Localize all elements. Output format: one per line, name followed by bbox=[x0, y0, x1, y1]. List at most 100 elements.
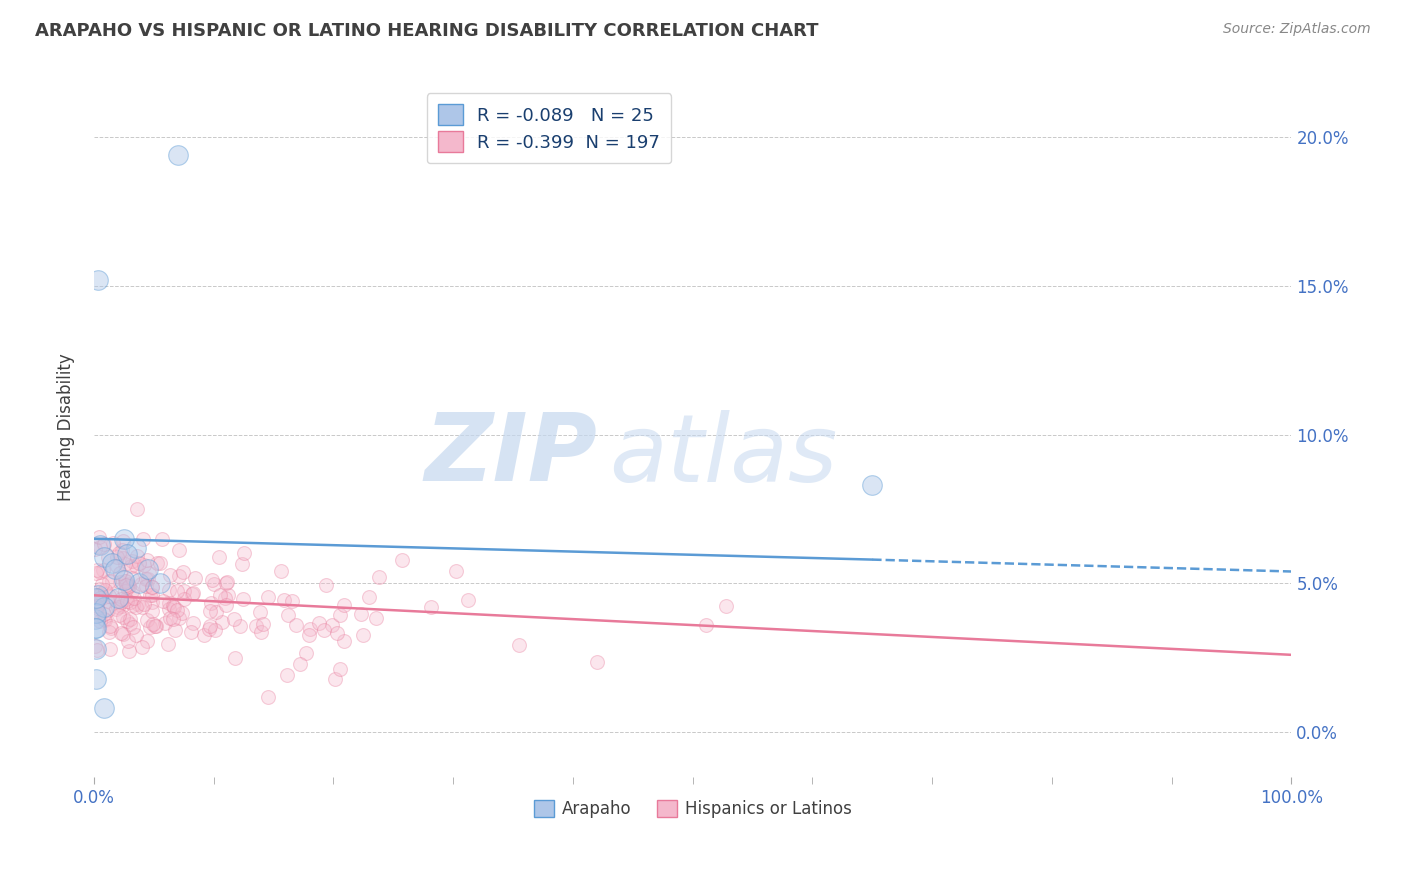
Point bbox=[86, 641, 108, 656]
Point bbox=[84, 621, 107, 635]
Point bbox=[96, 594, 118, 608]
Text: atlas: atlas bbox=[609, 409, 837, 500]
Point bbox=[121, 583, 143, 598]
Point bbox=[89, 538, 111, 552]
Point bbox=[149, 556, 172, 570]
Point bbox=[110, 626, 132, 640]
Point bbox=[132, 532, 155, 546]
Point bbox=[84, 612, 107, 626]
Point bbox=[121, 598, 143, 612]
Point bbox=[217, 574, 239, 589]
Point bbox=[290, 657, 312, 672]
Point bbox=[184, 571, 207, 585]
Point bbox=[173, 583, 195, 598]
Point bbox=[93, 549, 115, 564]
Point bbox=[86, 594, 108, 608]
Point bbox=[222, 612, 245, 626]
Point bbox=[508, 638, 530, 652]
Point bbox=[105, 550, 128, 565]
Point bbox=[200, 596, 222, 610]
Point bbox=[114, 574, 136, 589]
Point bbox=[93, 701, 115, 715]
Point bbox=[117, 634, 139, 648]
Point bbox=[159, 611, 181, 625]
Point bbox=[250, 625, 273, 640]
Point bbox=[125, 549, 148, 563]
Point bbox=[125, 558, 148, 573]
Point bbox=[97, 603, 120, 617]
Point bbox=[86, 563, 108, 577]
Point bbox=[146, 556, 169, 570]
Point bbox=[150, 532, 173, 546]
Point bbox=[135, 572, 157, 586]
Point bbox=[357, 590, 380, 604]
Point bbox=[162, 599, 184, 613]
Point bbox=[323, 672, 346, 686]
Legend: Arapaho, Hispanics or Latinos: Arapaho, Hispanics or Latinos bbox=[527, 793, 859, 824]
Point bbox=[224, 651, 246, 665]
Point bbox=[97, 589, 120, 603]
Point bbox=[214, 575, 236, 590]
Point bbox=[142, 616, 165, 631]
Point bbox=[276, 667, 298, 681]
Point bbox=[181, 615, 204, 630]
Point bbox=[315, 578, 337, 592]
Point bbox=[444, 565, 467, 579]
Point bbox=[166, 148, 188, 162]
Point bbox=[107, 599, 129, 614]
Point bbox=[118, 643, 141, 657]
Point bbox=[136, 553, 159, 567]
Point bbox=[108, 566, 131, 581]
Point bbox=[114, 591, 136, 606]
Point bbox=[298, 622, 321, 636]
Point bbox=[114, 558, 136, 572]
Point bbox=[245, 619, 267, 633]
Point bbox=[419, 599, 441, 614]
Point bbox=[198, 619, 221, 633]
Point bbox=[252, 617, 274, 632]
Point bbox=[87, 607, 110, 622]
Point bbox=[118, 595, 141, 609]
Point bbox=[211, 615, 233, 629]
Point bbox=[321, 618, 343, 632]
Point bbox=[457, 593, 479, 607]
Point bbox=[111, 550, 134, 565]
Point bbox=[157, 596, 180, 610]
Point bbox=[117, 577, 139, 591]
Point bbox=[229, 619, 252, 633]
Point bbox=[86, 599, 108, 613]
Point bbox=[156, 637, 179, 651]
Point bbox=[364, 611, 387, 625]
Point bbox=[155, 616, 177, 631]
Point bbox=[249, 605, 271, 619]
Point bbox=[172, 565, 194, 579]
Point bbox=[89, 591, 111, 606]
Point bbox=[145, 618, 167, 632]
Point bbox=[714, 599, 737, 613]
Point bbox=[94, 613, 117, 627]
Point bbox=[128, 576, 150, 591]
Point bbox=[108, 546, 131, 560]
Point bbox=[125, 627, 148, 641]
Point bbox=[112, 574, 135, 588]
Point bbox=[312, 623, 335, 637]
Point bbox=[209, 588, 232, 602]
Point bbox=[101, 556, 124, 570]
Point bbox=[122, 619, 145, 633]
Point bbox=[98, 624, 121, 639]
Point bbox=[117, 547, 139, 561]
Point bbox=[122, 591, 145, 605]
Point bbox=[214, 591, 236, 606]
Point bbox=[352, 627, 374, 641]
Point bbox=[141, 604, 163, 618]
Point bbox=[215, 599, 238, 613]
Point bbox=[860, 478, 883, 492]
Point bbox=[93, 537, 115, 551]
Point bbox=[256, 690, 278, 705]
Point bbox=[125, 599, 148, 614]
Point bbox=[121, 554, 143, 568]
Point bbox=[115, 578, 138, 592]
Point bbox=[110, 595, 132, 609]
Point bbox=[112, 610, 135, 624]
Point bbox=[91, 563, 114, 577]
